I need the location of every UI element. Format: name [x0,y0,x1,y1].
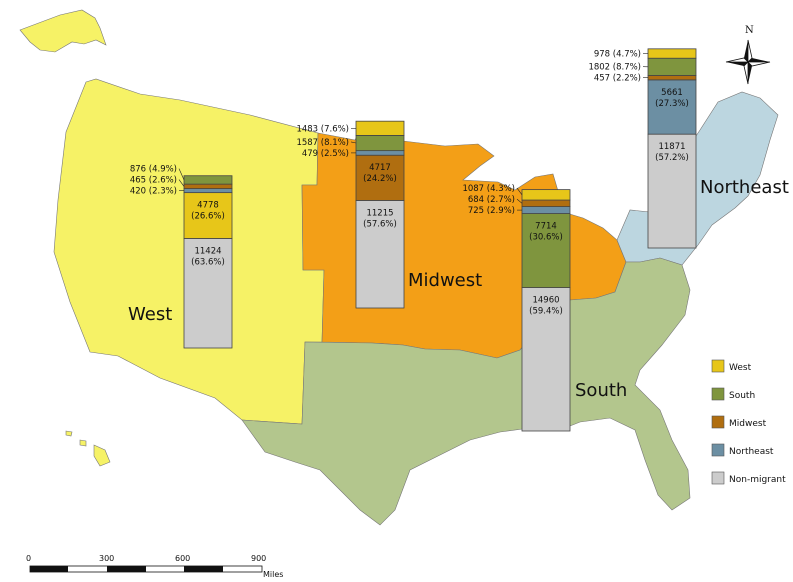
scale-unit: Miles [263,570,283,579]
bar-segment-south-west [521,189,571,201]
legend-label-west: West [729,363,752,373]
bar-segment-west-south [183,175,233,185]
legend-swatch-midwest [711,415,725,429]
region-label-south: South [575,380,627,401]
north-arrow-icon [725,39,771,85]
leader-line-midwest-south [350,141,357,144]
bar-segment-south-non-migrant [521,287,571,432]
legend-swatch-west [711,359,725,373]
scale-tick-900: 900 [251,554,266,563]
bar-segment-west-midwest [183,183,233,189]
data-label-midwest-midwest: 4717 (24.2%) [363,163,397,184]
legend: West South Midwest Northeast Non-migrant [711,359,786,485]
bar-segment-west-west [183,192,233,239]
region-label-midwest: Midwest [408,270,482,291]
data-label-midwest-northeast: 479 (2.5%) [302,149,349,159]
data-label-west-non-migrant: 11424 (63.6%) [191,246,225,267]
stacked-bars: 11424 (63.6%) 4778 (26.6%) 420 (2.3%)465 (2.… [130,48,697,432]
leader-line-south-west [516,187,523,195]
bar-segment-northeast-west [647,48,697,59]
data-label-south-midwest: 684 (2.7%) [468,195,515,205]
north-arrow-label: N [745,25,754,36]
data-label-south-non-migrant: 14960 (59.4%) [529,296,563,317]
legend-label-northeast: Northeast [729,447,774,457]
legend-label-non-migrant: Non-migrant [729,475,786,485]
bar-segment-northeast-south [647,57,697,76]
data-label-northeast-midwest: 457 (2.2%) [594,74,641,84]
data-label-west-south: 876 (4.9%) [130,165,177,175]
data-label-south-west: 1087 (4.3%) [462,184,515,194]
data-label-northeast-west: 978 (4.7%) [594,50,641,60]
scale-tick-0: 0 [26,554,31,563]
scale-tick-600: 600 [175,554,190,563]
data-label-northeast-northeast: 5661 (27.3%) [655,88,689,109]
data-label-west-midwest: 465 (2.6%) [130,176,177,186]
leader-line-west-south [178,168,185,181]
bar-segment-south-south [521,213,571,288]
legend-swatch-northeast [711,443,725,457]
region-label-northeast: Northeast [700,177,789,198]
data-label-midwest-non-migrant: 11215 (57.6%) [363,208,397,229]
legend-label-south: South [729,391,755,401]
bar-segment-west-non-migrant [183,238,233,349]
legend-label-midwest: Midwest [729,419,767,429]
data-label-midwest-west: 1483 (7.6%) [296,124,349,134]
legend-swatch-south [711,387,725,401]
scale-bar [29,565,263,573]
legend-swatch-non-migrant [711,471,725,485]
scale-tick-300: 300 [99,554,114,563]
bar-segment-midwest-west [355,120,405,136]
data-label-south-northeast: 725 (2.9%) [468,206,515,216]
bar-segment-west-northeast [183,188,233,194]
bar-segment-northeast-midwest [647,75,697,81]
data-label-northeast-south: 1802 (8.7%) [588,63,641,73]
leader-line-west-midwest [178,179,185,187]
bar-segment-midwest-midwest [355,154,405,201]
bar-segment-midwest-non-migrant [355,200,405,309]
data-label-south-south: 7714 (30.6%) [529,222,563,243]
bar-segment-midwest-south [355,134,405,152]
bar-segment-northeast-non-migrant [647,133,697,249]
data-label-west-west: 4778 (26.6%) [191,201,225,222]
bar-segment-south-midwest [521,199,571,207]
bar-segment-northeast-northeast [647,79,697,135]
bar-segment-south-northeast [521,206,571,214]
leader-line-south-midwest [516,198,523,204]
data-label-midwest-south: 1587 (8.1%) [296,138,349,148]
region-alaska [19,9,107,53]
bar-segment-midwest-northeast [355,150,405,156]
region-hawaii [65,430,111,467]
region-label-west: West [128,304,172,325]
data-label-northeast-non-migrant: 11871 (57.2%) [655,142,689,163]
data-label-west-northeast: 420 (2.3%) [130,187,177,197]
